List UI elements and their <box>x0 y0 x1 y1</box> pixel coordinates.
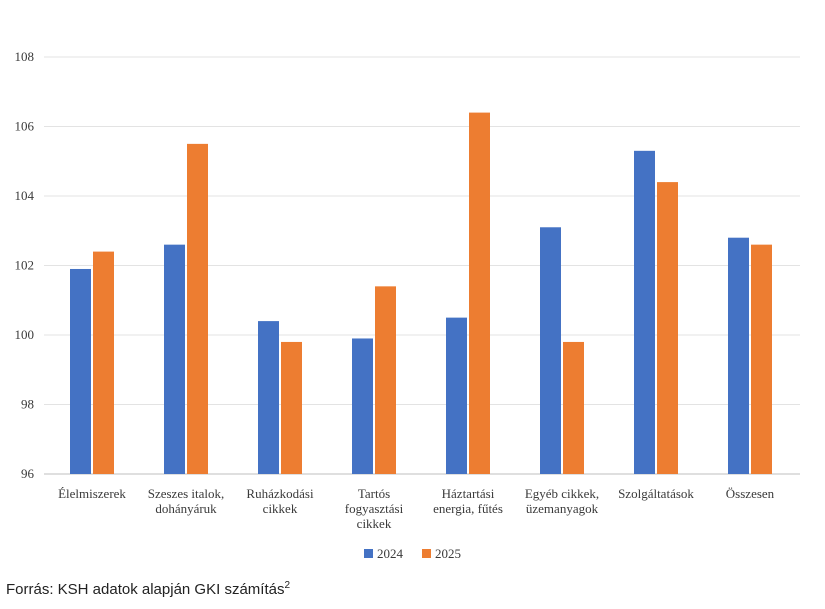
x-category-label-line: üzemanyagok <box>526 501 599 516</box>
bar-2024 <box>634 150 655 474</box>
bar-2024 <box>70 268 91 474</box>
bar-2025 <box>563 341 584 474</box>
bar-2025 <box>657 182 678 474</box>
legend-swatch-2024 <box>364 549 373 558</box>
x-category-label-line: cikkek <box>357 516 392 531</box>
x-category-label-line: Ruházkodási <box>246 486 314 501</box>
legend-label-2025: 2025 <box>435 546 461 561</box>
y-tick-label: 100 <box>15 327 35 342</box>
x-category-label: Háztartási energia, fűtés <box>433 486 503 516</box>
x-category-label-line: Összesen <box>726 486 775 501</box>
bar-2024 <box>540 227 561 474</box>
x-category-label-line: dohányáruk <box>155 501 217 516</box>
source-footnote: 2 <box>284 580 291 591</box>
bar-2025 <box>93 251 114 474</box>
x-category-label-line: Szeszes italok, <box>148 486 225 501</box>
x-category-label: Tartós fogyasztási cikkek <box>345 486 404 531</box>
x-category-label-line: cikkek <box>263 501 298 516</box>
bar-2025 <box>751 244 772 474</box>
x-category-label-line: fogyasztási <box>345 501 404 516</box>
bar-2024 <box>352 338 373 474</box>
bar-2025 <box>187 143 208 474</box>
x-category-label-line: Élelmiszerek <box>58 486 126 501</box>
x-category-label: Ruházkodási cikkek <box>246 486 314 516</box>
x-category-label: Egyéb cikkek, üzemanyagok <box>525 486 599 516</box>
x-category-label: Szolgáltatások <box>618 486 694 501</box>
y-tick-label: 96 <box>21 466 35 481</box>
x-category-label-line: Szolgáltatások <box>618 486 694 501</box>
legend-swatch-2025 <box>422 549 431 558</box>
legend-label-2024: 2024 <box>377 546 404 561</box>
y-tick-label: 104 <box>15 188 35 203</box>
x-category-label-line: energia, fűtés <box>433 501 503 516</box>
y-tick-label: 102 <box>15 258 35 273</box>
bar-2024 <box>728 237 749 474</box>
source-note: Forrás: KSH adatok alapján GKI számítás2 <box>6 580 290 598</box>
source-text: Forrás: KSH adatok alapján GKI számítás <box>6 581 285 598</box>
x-category-label: Szeszes italok, dohányáruk <box>148 486 225 516</box>
bar-2025 <box>469 112 490 474</box>
y-tick-label: 98 <box>21 397 34 412</box>
bar-2025 <box>375 286 396 474</box>
x-category-label: Élelmiszerek <box>58 486 126 501</box>
x-category-label-line: Háztartási <box>442 486 495 501</box>
x-category-label-line: Tartós <box>358 486 390 501</box>
bar-chart: 96 98 100 102 104 106 108 Élelmiszerek Szeszes i… <box>15 49 800 561</box>
x-category-label: Összesen <box>726 486 775 501</box>
bar-2024 <box>446 317 467 474</box>
x-category-label-line: Egyéb cikkek, <box>525 486 599 501</box>
bar-2024 <box>164 244 185 474</box>
y-tick-label: 108 <box>15 49 35 64</box>
y-tick-label: 106 <box>15 119 35 134</box>
bar-2024 <box>258 321 279 474</box>
bar-2025 <box>281 341 302 474</box>
